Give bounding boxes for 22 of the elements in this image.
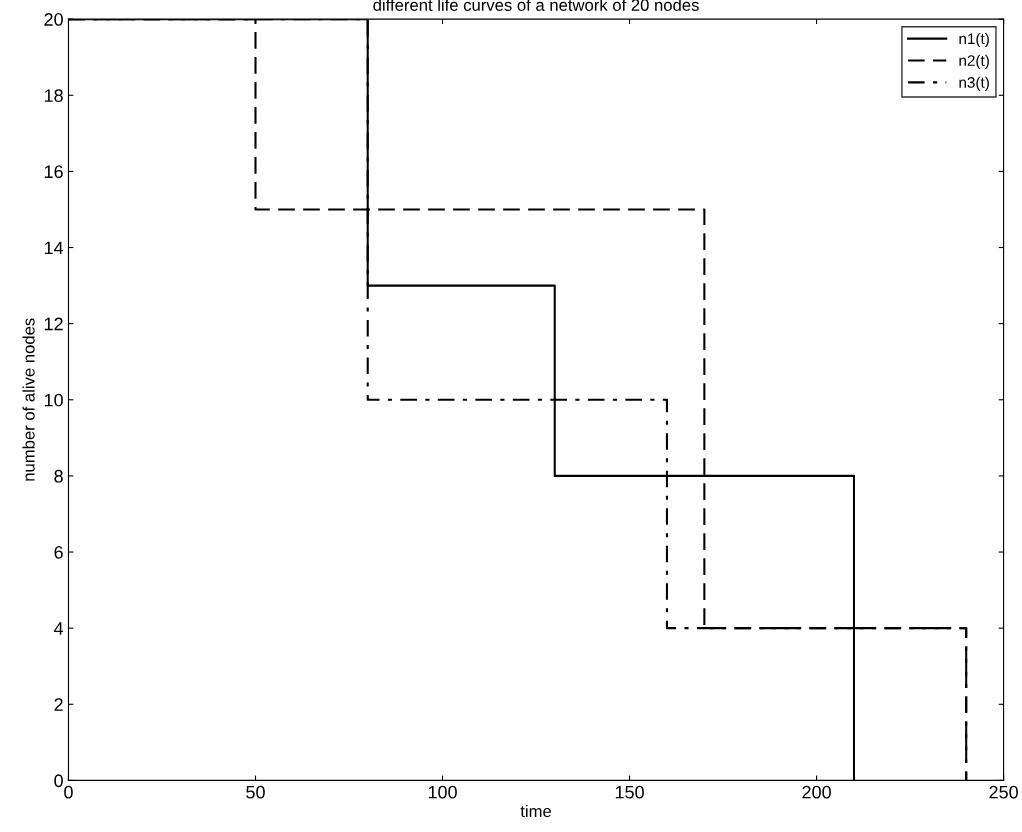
y-tick-label: 10 [44,393,63,407]
x-tick-label: 250 [989,785,1018,799]
x-tick-label: 100 [428,785,457,799]
legend-label: n3(t) [959,76,989,91]
x-tick-label: 150 [615,785,644,799]
x-tick-label: 200 [802,785,831,799]
y-tick-label: 12 [44,317,63,331]
legend-label: n1(t) [959,32,989,48]
y-tick-label: 6 [54,545,63,559]
legend-label: n2(t) [959,54,989,69]
y-tick-label: 20 [44,13,63,26]
x-tick-label: 50 [246,785,265,799]
y-tick-label: 18 [44,89,63,102]
x-axis-title: time [520,804,552,818]
y-tick-label: 2 [54,698,63,711]
y-axis-title: number of alive nodes [22,318,35,481]
y-tick-label: 8 [54,469,63,483]
y-tick-label: 14 [44,241,64,255]
y-tick-label: 0 [54,774,63,788]
y-tick-label: 16 [44,165,63,179]
x-tick-label: 0 [64,785,73,799]
y-tick-label: 4 [53,622,64,635]
